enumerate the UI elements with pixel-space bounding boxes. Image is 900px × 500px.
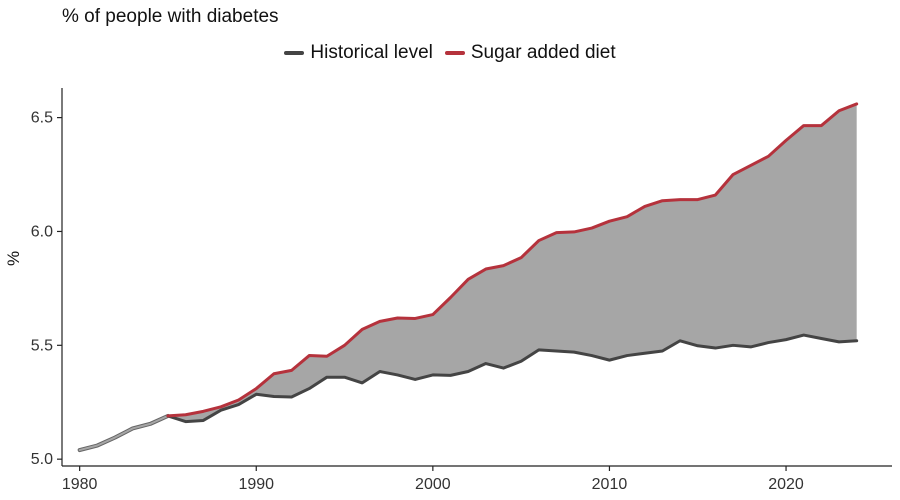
y-tick-label: 6.5: [31, 110, 53, 127]
legend-label-historical: Historical level: [310, 42, 433, 63]
x-tick-label: 1980: [62, 476, 98, 493]
x-tick-label: 2020: [768, 476, 804, 493]
y-tick-label: 6.0: [31, 223, 53, 240]
legend-swatch-historical: [284, 51, 305, 55]
chart-title: % of people with diabetes: [62, 6, 279, 27]
series-line-historical: [166, 333, 859, 424]
legend-item-sugar: Sugar added diet: [444, 42, 616, 64]
x-tick-label: 1990: [238, 476, 274, 493]
x-tick-label: 2010: [592, 476, 628, 493]
legend-label-sugar: Sugar added diet: [470, 42, 616, 63]
y-tick-label: 5.0: [31, 451, 53, 468]
legend-swatch-sugar: [444, 51, 465, 55]
shared-history-line: [78, 414, 169, 452]
legend: Historical level Sugar added diet: [0, 42, 900, 64]
legend-item-historical: Historical level: [284, 42, 433, 64]
series-line-sugar: [166, 102, 859, 418]
x-tick-label: 2000: [415, 476, 451, 493]
y-tick-label: 5.5: [31, 337, 53, 354]
